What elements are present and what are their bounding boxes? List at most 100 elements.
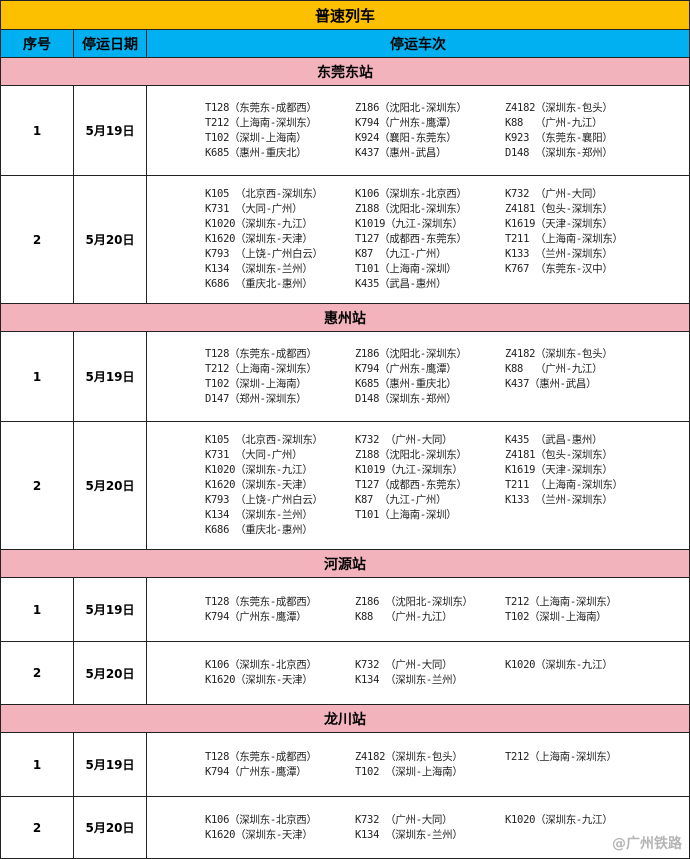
- train-column: K105 （北京西-深圳东） K731 （大同-广州） K1020（深圳东-九江） K…: [205, 433, 355, 538]
- train-entry: K134 （深圳东-兰州）: [355, 828, 463, 841]
- train-column: T128（东莞东-成都西） T212（上海南-深圳东） T102（深圳-上海南） K6…: [205, 101, 355, 161]
- train-entry: T128（东莞东-成都西）: [205, 347, 317, 360]
- train-entry: K87 （九江-广州）: [355, 494, 447, 506]
- train-entry: K1020（深圳东-九江）: [205, 218, 313, 230]
- train-entry: K793 （上饶-广州白云）: [205, 494, 323, 506]
- table-row: 2 5月20日 K105 （北京西-深圳东） K731 （大同-广州） K1020（深圳…: [0, 421, 690, 550]
- train-entry: Z4181（包头-深圳东）: [505, 203, 613, 215]
- train-entry: K133 （兰州-深圳东）: [505, 494, 613, 506]
- row-index: 1: [0, 577, 74, 642]
- train-entry: K731 （大同-广州）: [205, 203, 303, 215]
- train-entry: Z186（沈阳北-深圳东）: [355, 101, 467, 114]
- train-entry: T127（成都西-东莞东）: [355, 479, 467, 491]
- table-row: 2 5月20日 K106（深圳东-北京西） K1620（深圳东-天津） K732 （广州…: [0, 641, 690, 705]
- train-column: T212（上海南-深圳东） T102（深圳-上海南）: [505, 595, 655, 625]
- train-entry: K1020（深圳东-九江）: [505, 813, 613, 826]
- row-date: 5月20日: [73, 175, 147, 304]
- table-row: 1 5月19日 T128（东莞东-成都西） K794（广州东-鹰潭） Z4182（深圳东…: [0, 732, 690, 797]
- train-column: T212（上海南-深圳东）: [505, 750, 655, 780]
- station-name: 龙川站: [0, 704, 690, 733]
- train-column: K1020（深圳东-九江）: [505, 658, 655, 688]
- row-index: 1: [0, 85, 74, 176]
- train-column: K106（深圳东-北京西） K1620（深圳东-天津）: [205, 813, 355, 843]
- train-entry: Z4182（深圳东-包头）: [355, 750, 463, 763]
- train-entry: T211 （上海南-深圳东）: [505, 233, 623, 245]
- train-entry: K1619（天津-深圳东）: [505, 218, 613, 230]
- train-column: K1020（深圳东-九江）: [505, 813, 655, 843]
- train-entry: T128（东莞东-成都西）: [205, 101, 317, 114]
- train-columns: T128（东莞东-成都西） K794（广州东-鹰潭） Z186 （沈阳北-深圳东） K…: [205, 595, 689, 625]
- train-list-cell: T128（东莞东-成都西） K794（广州东-鹰潭） Z4182（深圳东-包头） T1…: [146, 732, 690, 797]
- train-entry: K105 （北京西-深圳东）: [205, 434, 323, 446]
- train-entry: K1620（深圳东-天津）: [205, 828, 313, 841]
- train-entry: K767 （东莞东-汉中）: [505, 263, 613, 275]
- train-entry: K105 （北京西-深圳东）: [205, 188, 323, 200]
- header-trains: 停运车次: [146, 29, 690, 58]
- train-entry: T212（上海南-深圳东）: [505, 595, 617, 608]
- train-entry: Z188（沈阳北-深圳东）: [355, 203, 467, 215]
- train-entry: K106（深圳东-北京西）: [355, 188, 467, 200]
- row-date: 5月19日: [73, 732, 147, 797]
- train-entry: K1619（天津-深圳东）: [505, 464, 613, 476]
- train-entry: K435 （武昌-惠州）: [505, 434, 603, 446]
- train-entry: K1620（深圳东-天津）: [205, 674, 313, 686]
- train-entry: T128（东莞东-成都西）: [205, 750, 317, 763]
- train-entry: K1020（深圳东-九江）: [505, 659, 613, 671]
- row-index: 1: [0, 732, 74, 797]
- train-entry: K87 （九江-广州）: [355, 248, 447, 260]
- row-index: 2: [0, 421, 74, 550]
- train-entry: T212（上海南-深圳东）: [205, 116, 317, 129]
- table-row: 1 5月19日 T128（东莞东-成都西） K794（广州东-鹰潭） Z186 （沈阳北…: [0, 577, 690, 642]
- train-entry: K924（襄阳-东莞东）: [355, 131, 457, 144]
- train-entry: K134 （深圳东-兰州）: [205, 263, 313, 275]
- train-entry: K793 （上饶-广州白云）: [205, 248, 323, 260]
- train-entry: T128（东莞东-成都西）: [205, 595, 317, 608]
- train-entry: K1620（深圳东-天津）: [205, 233, 313, 245]
- train-list-cell: T128（东莞东-成都西） K794（广州东-鹰潭） Z186 （沈阳北-深圳东） K…: [146, 577, 690, 642]
- train-entry: Z4181（包头-深圳东）: [505, 449, 613, 461]
- train-entry: K106（深圳东-北京西）: [205, 813, 317, 826]
- train-entry: K134 （深圳东-兰州）: [205, 509, 313, 521]
- header-row: 序号 停运日期 停运车次: [0, 29, 690, 58]
- train-column: Z186（沈阳北-深圳东） K794（广州东-鹰潭） K685（惠州-重庆北） D14…: [355, 347, 505, 407]
- train-column: K106（深圳东-北京西） Z188（沈阳北-深圳东） K1019（九江-深圳东） T…: [355, 187, 505, 292]
- train-entry: K1020（深圳东-九江）: [205, 464, 313, 476]
- station-row: 龙川站: [0, 704, 690, 733]
- header-date: 停运日期: [73, 29, 147, 58]
- row-date: 5月19日: [73, 331, 147, 422]
- train-entry: K437（惠州-武昌）: [505, 377, 597, 390]
- train-entry: K88 （广州-九江）: [355, 610, 453, 623]
- station-row: 东莞东站: [0, 57, 690, 86]
- row-date: 5月19日: [73, 85, 147, 176]
- train-entry: K794（广州东-鹰潭）: [355, 362, 457, 375]
- row-date: 5月20日: [73, 641, 147, 705]
- train-entry: K134 （深圳东-兰州）: [355, 674, 463, 686]
- train-entry: T102（深圳-上海南）: [205, 377, 307, 390]
- train-entry: T212（上海南-深圳东）: [205, 362, 317, 375]
- train-column: T128（东莞东-成都西） K794（广州东-鹰潭）: [205, 750, 355, 780]
- train-column: Z186（沈阳北-深圳东） K794（广州东-鹰潭） K924（襄阳-东莞东） K43…: [355, 101, 505, 161]
- train-entry: Z4182（深圳东-包头）: [505, 347, 613, 360]
- station-name: 惠州站: [0, 303, 690, 332]
- train-entry: D147（郑州-深圳东）: [205, 392, 307, 405]
- train-entry: K1620（深圳东-天津）: [205, 479, 313, 491]
- train-entry: K732 （广州-大同）: [355, 659, 453, 671]
- train-entry: Z4182（深圳东-包头）: [505, 101, 613, 114]
- train-entry: Z186（沈阳北-深圳东）: [355, 347, 467, 360]
- train-columns: K106（深圳东-北京西） K1620（深圳东-天津） K732 （广州-大同） K1…: [205, 658, 689, 688]
- train-entry: T211 （上海南-深圳东）: [505, 479, 623, 491]
- train-entry: D148 （深圳东-郑州）: [505, 146, 613, 159]
- train-column: K106（深圳东-北京西） K1620（深圳东-天津）: [205, 658, 355, 688]
- train-entry: K106（深圳东-北京西）: [205, 659, 317, 671]
- train-column: T128（东莞东-成都西） K794（广州东-鹰潭）: [205, 595, 355, 625]
- train-entry: K88 （广州-九江）: [505, 116, 603, 129]
- station-name: 东莞东站: [0, 57, 690, 86]
- train-entry: K686 （重庆北-惠州）: [205, 278, 313, 290]
- train-column: K732 （广州-大同） K134 （深圳东-兰州）: [355, 658, 505, 688]
- station-row: 河源站: [0, 549, 690, 578]
- row-index: 2: [0, 796, 74, 859]
- station-name: 河源站: [0, 549, 690, 578]
- train-entry: D148（深圳东-郑州）: [355, 392, 457, 405]
- table-row: 2 5月20日 K105 （北京西-深圳东） K731 （大同-广州） K1020（深圳…: [0, 175, 690, 304]
- train-list-cell: K106（深圳东-北京西） K1620（深圳东-天津） K732 （广州-大同） K1…: [146, 641, 690, 705]
